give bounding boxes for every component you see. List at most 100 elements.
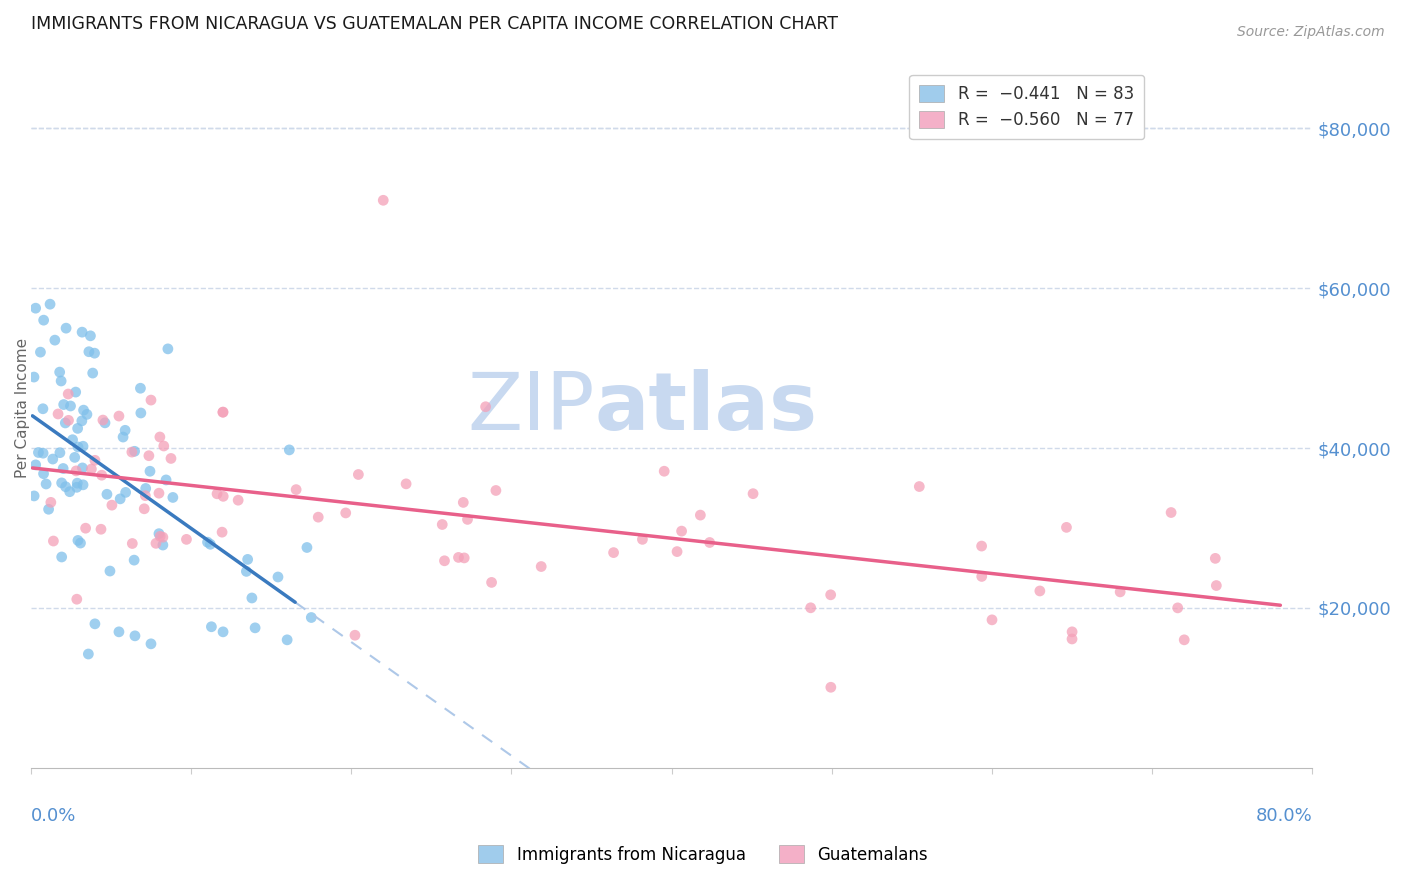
Point xyxy=(32,446,55,460)
Point xyxy=(66,592,89,607)
Point xyxy=(32,401,55,416)
Point xyxy=(72,403,94,417)
Point xyxy=(689,508,711,522)
Point xyxy=(981,613,1004,627)
Point xyxy=(211,405,233,419)
Point xyxy=(76,408,98,422)
Point xyxy=(145,536,167,550)
Point xyxy=(62,433,84,447)
Point xyxy=(149,529,172,543)
Point xyxy=(197,535,219,549)
Point xyxy=(70,414,93,428)
Point xyxy=(162,491,184,505)
Text: ZIP: ZIP xyxy=(467,369,595,447)
Point xyxy=(94,416,117,430)
Point xyxy=(447,550,470,565)
Point xyxy=(1173,632,1195,647)
Point xyxy=(176,533,198,547)
Point xyxy=(124,629,146,643)
Point xyxy=(30,345,52,359)
Point xyxy=(1056,520,1078,534)
Text: 80.0%: 80.0% xyxy=(1256,807,1312,825)
Point xyxy=(66,480,89,494)
Point xyxy=(129,381,152,395)
Point xyxy=(129,406,152,420)
Point xyxy=(46,407,69,421)
Point xyxy=(699,535,721,549)
Point xyxy=(108,624,131,639)
Point xyxy=(114,423,136,437)
Point xyxy=(285,483,308,497)
Point xyxy=(32,313,55,327)
Point xyxy=(278,442,301,457)
Point xyxy=(66,533,89,548)
Point xyxy=(1062,624,1084,639)
Point xyxy=(135,482,157,496)
Point xyxy=(84,616,107,631)
Point xyxy=(335,506,357,520)
Point xyxy=(84,453,107,467)
Point xyxy=(72,478,94,492)
Point xyxy=(200,620,222,634)
Point xyxy=(432,517,454,532)
Point xyxy=(970,539,993,553)
Point xyxy=(343,628,366,642)
Point xyxy=(90,468,112,483)
Point xyxy=(908,479,931,493)
Point xyxy=(27,445,49,459)
Point xyxy=(243,621,266,635)
Point xyxy=(48,365,70,379)
Point xyxy=(240,591,263,605)
Point xyxy=(530,559,553,574)
Point xyxy=(800,600,823,615)
Point xyxy=(42,534,65,549)
Point xyxy=(212,489,235,503)
Point xyxy=(267,570,290,584)
Point xyxy=(24,458,46,472)
Point xyxy=(235,565,257,579)
Point xyxy=(39,297,62,311)
Point xyxy=(1167,600,1189,615)
Point xyxy=(156,342,179,356)
Point xyxy=(59,399,82,413)
Point xyxy=(742,486,765,500)
Point xyxy=(52,461,75,475)
Point xyxy=(66,421,89,435)
Point xyxy=(59,484,82,499)
Point xyxy=(91,413,114,427)
Point xyxy=(820,680,842,694)
Point xyxy=(24,301,46,315)
Point xyxy=(80,462,103,476)
Point xyxy=(96,487,118,501)
Point xyxy=(299,610,322,624)
Point xyxy=(1029,584,1052,599)
Point xyxy=(108,409,131,423)
Point xyxy=(22,489,45,503)
Point xyxy=(124,444,146,458)
Point xyxy=(148,486,170,500)
Text: Source: ZipAtlas.com: Source: ZipAtlas.com xyxy=(1237,25,1385,39)
Point xyxy=(83,346,105,360)
Legend: Immigrants from Nicaragua, Guatemalans: Immigrants from Nicaragua, Guatemalans xyxy=(471,838,935,871)
Point xyxy=(395,476,418,491)
Point xyxy=(49,445,72,459)
Point xyxy=(373,194,395,208)
Point xyxy=(820,588,842,602)
Point xyxy=(58,413,80,427)
Point xyxy=(155,473,177,487)
Point xyxy=(453,550,475,565)
Legend: R =  −0.441   N = 83, R =  −0.560   N = 77: R = −0.441 N = 83, R = −0.560 N = 77 xyxy=(910,75,1144,139)
Point xyxy=(149,430,172,444)
Point xyxy=(160,451,183,466)
Point xyxy=(44,333,66,347)
Point xyxy=(205,487,228,501)
Point xyxy=(433,554,456,568)
Point xyxy=(1160,506,1182,520)
Point xyxy=(139,464,162,478)
Point xyxy=(70,325,93,339)
Text: atlas: atlas xyxy=(595,369,818,447)
Point xyxy=(114,485,136,500)
Point xyxy=(65,385,87,400)
Point xyxy=(134,501,156,516)
Point xyxy=(236,552,259,566)
